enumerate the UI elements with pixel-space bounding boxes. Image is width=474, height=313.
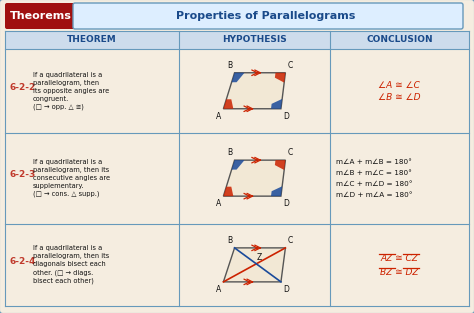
Text: D: D [283, 199, 289, 208]
Text: C: C [287, 61, 292, 70]
Polygon shape [271, 186, 282, 196]
Polygon shape [223, 160, 285, 196]
Bar [5, 31, 469, 49]
Text: C: C [287, 148, 292, 157]
Text: HYPOTHESIS: HYPOTHESIS [222, 35, 287, 44]
Text: C: C [287, 236, 292, 245]
Text: Z: Z [256, 253, 262, 262]
Text: 6-2-2: 6-2-2 [10, 83, 36, 92]
Text: m∠D + m∠A = 180°: m∠D + m∠A = 180° [336, 192, 412, 198]
Text: CONCLUSION: CONCLUSION [366, 35, 433, 44]
Text: A: A [216, 285, 221, 294]
Polygon shape [232, 160, 245, 170]
Text: 6-2-3: 6-2-3 [10, 170, 36, 179]
Text: A: A [216, 199, 221, 208]
Text: AZ ≅ CZ: AZ ≅ CZ [381, 254, 419, 263]
Text: If a quadrilateral is a
parallelogram, then its
consecutive angles are
supplemen: If a quadrilateral is a parallelogram, t… [33, 159, 110, 198]
Polygon shape [223, 99, 233, 109]
Text: m∠A + m∠B = 180°: m∠A + m∠B = 180° [336, 159, 412, 165]
Text: m∠C + m∠D = 180°: m∠C + m∠D = 180° [336, 181, 412, 187]
Text: m∠B + m∠C = 180°: m∠B + m∠C = 180° [336, 170, 412, 176]
Text: D: D [283, 285, 289, 294]
Text: BZ ≅ DZ: BZ ≅ DZ [380, 268, 419, 277]
Polygon shape [232, 73, 245, 82]
Bar [5, 224, 469, 306]
FancyBboxPatch shape [73, 3, 463, 29]
Polygon shape [271, 99, 282, 109]
Polygon shape [275, 160, 285, 170]
Text: B: B [228, 148, 233, 157]
Text: ∠A ≅ ∠C: ∠A ≅ ∠C [378, 81, 420, 90]
Polygon shape [223, 73, 285, 109]
Text: Theorems: Theorems [10, 11, 72, 21]
Polygon shape [275, 73, 285, 83]
Polygon shape [223, 248, 285, 282]
Text: D: D [283, 112, 289, 121]
Text: If a quadrilateral is a
parallelogram, then
its opposite angles are
congruent.
(: If a quadrilateral is a parallelogram, t… [33, 71, 109, 110]
Bar [5, 132, 469, 224]
Text: Properties of Parallelograms: Properties of Parallelograms [176, 11, 356, 21]
Text: 6-2-4: 6-2-4 [10, 257, 36, 266]
Bar [5, 49, 469, 132]
FancyBboxPatch shape [5, 3, 77, 29]
Text: A: A [216, 112, 221, 121]
Text: THEOREM: THEOREM [67, 35, 117, 44]
Polygon shape [223, 187, 233, 196]
Text: If a quadrilateral is a
parallelogram, then its
diagonals bisect each
other. (□ : If a quadrilateral is a parallelogram, t… [33, 245, 109, 285]
Text: B: B [228, 236, 233, 245]
Text: ∠B ≅ ∠D: ∠B ≅ ∠D [378, 93, 420, 102]
Text: B: B [228, 61, 233, 70]
